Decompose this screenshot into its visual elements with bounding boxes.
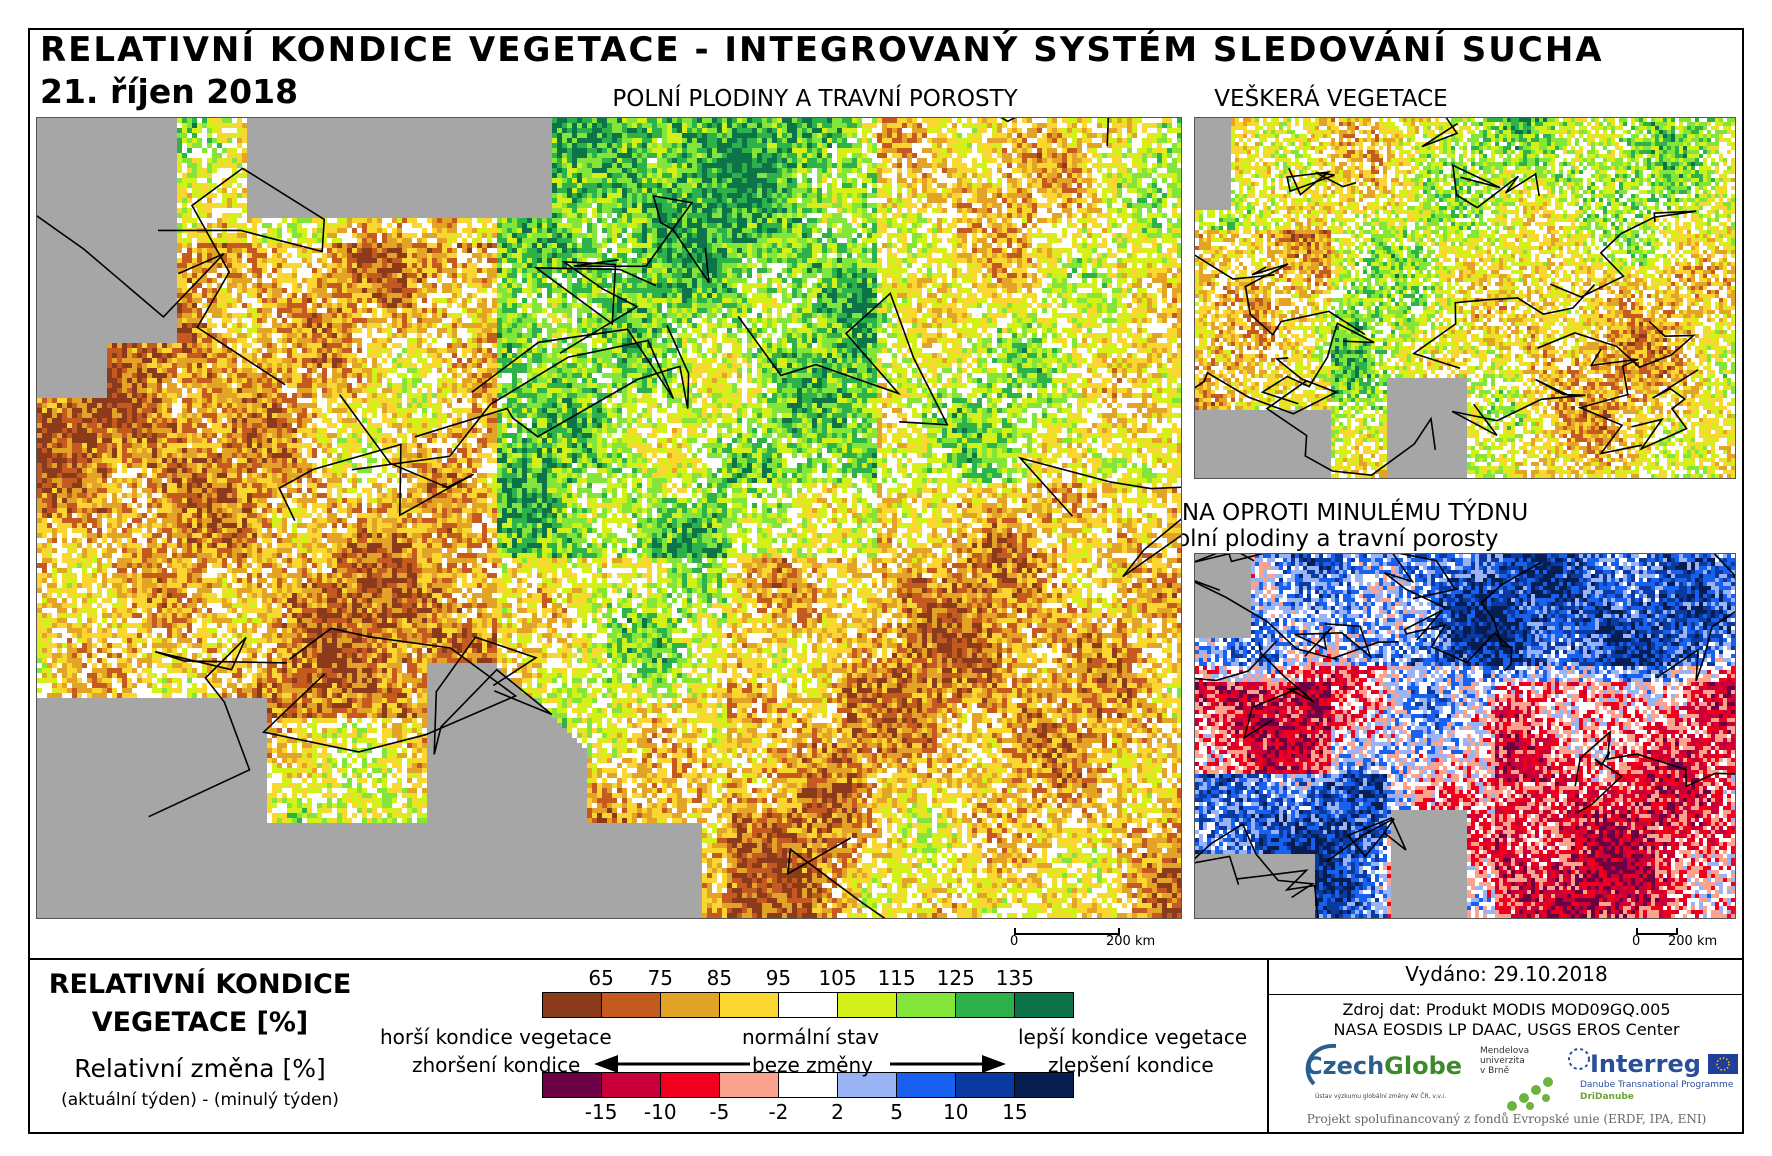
- colorbar-segment: [661, 993, 720, 1017]
- mendel-logo: Mendelova univerzita v Brně: [1480, 1046, 1529, 1076]
- colorbar-segment: [543, 993, 602, 1017]
- colorbar-tick-label: 105: [818, 966, 856, 990]
- colorbar-tick-label: -2: [768, 1100, 788, 1124]
- worse-condition-label: horší kondice vegetace: [380, 1025, 612, 1049]
- legend-change-formula: (aktuální týden) - (minulý týden): [40, 1090, 360, 1110]
- colorbar-segment: [956, 1073, 1015, 1097]
- interreg-project: DriDanube: [1580, 1092, 1634, 1102]
- top-right-map-label: VEŠKERÁ VEGETACE: [1196, 86, 1466, 112]
- improvement-label: zlepšení kondice: [1048, 1053, 1214, 1077]
- colorbar-tick-label: 75: [647, 966, 672, 990]
- main-map-label: POLNÍ PLODINY A TRAVNÍ POROSTY: [610, 86, 1020, 112]
- colorbar-segment: [661, 1073, 720, 1097]
- weekly-change-map: [1194, 553, 1736, 919]
- czechglobe-logo-b: Globe: [1384, 1052, 1462, 1080]
- colorbar-segment: [838, 993, 897, 1017]
- mendel-line3: v Brně: [1480, 1066, 1529, 1076]
- colorbar-tick-label: 115: [878, 966, 916, 990]
- right-arrow-icon: [890, 1055, 1006, 1073]
- data-source-line2: NASA EOSDIS LP DAAC, USGS EROS Center: [1269, 1020, 1744, 1040]
- colorbar-segment: [720, 993, 779, 1017]
- colorbar-tick-label: 125: [937, 966, 975, 990]
- legend-arrows: [590, 1052, 1010, 1076]
- colorbar-tick-label: -5: [709, 1100, 729, 1124]
- colorbar-tick-label: 5: [890, 1100, 903, 1124]
- funding-footer: Projekt spolufinancovaný z fondů Evropsk…: [1269, 1112, 1744, 1126]
- issued-divider: [1267, 994, 1744, 995]
- colorbar-segment: [779, 993, 838, 1017]
- legend-title-line1: RELATIVNÍ KONDICE: [40, 966, 360, 1004]
- colorbar-tick-label: 95: [766, 966, 791, 990]
- left-arrow-icon: [594, 1055, 750, 1073]
- data-source: Zdroj dat: Produkt MODIS MOD09GQ.005 NAS…: [1269, 1000, 1744, 1040]
- main-vegetation-map: [36, 117, 1182, 919]
- colorbar-tick-label: 10: [943, 1100, 968, 1124]
- all-vegetation-raster: [1195, 118, 1735, 478]
- mendel-line2: univerzita: [1480, 1056, 1529, 1066]
- legend-divider: [28, 958, 1744, 960]
- main-map-raster: [37, 118, 1181, 918]
- scalebar-distance-right: 200 km: [1668, 934, 1717, 949]
- condition-colorbar: [542, 992, 1074, 1018]
- better-condition-label: lepší kondice vegetace: [1018, 1025, 1247, 1049]
- normal-state-label: normální stav: [742, 1025, 879, 1049]
- colorbar-segment: [602, 993, 661, 1017]
- colorbar-tick-label: -15: [585, 1100, 618, 1124]
- colorbar-tick-label: 2: [831, 1100, 844, 1124]
- colorbar-segment: [897, 993, 956, 1017]
- czechglobe-sub: Ústav výzkumu globální změny AV ČR, v.v.…: [1315, 1093, 1446, 1100]
- issue-date: 21. říjen 2018: [40, 72, 298, 111]
- eu-flag-icon: [1708, 1054, 1738, 1074]
- legend-change-title: Relativní změna [%]: [40, 1054, 360, 1083]
- interreg-logo: Interreg: [1590, 1050, 1701, 1078]
- page-title: RELATIVNÍ KONDICE VEGETACE - INTEGROVANÝ…: [40, 30, 1604, 70]
- colorbar-tick-label: 135: [996, 966, 1034, 990]
- colorbar-segment: [1015, 993, 1073, 1017]
- legend-title: RELATIVNÍ KONDICE VEGETACE [%]: [40, 966, 360, 1042]
- legend-title-line2: VEGETACE [%]: [40, 1004, 360, 1042]
- colorbar-tick-label: 85: [707, 966, 732, 990]
- scalebar-zero: 0: [1010, 934, 1018, 949]
- scalebar-distance: 200 km: [1106, 934, 1155, 949]
- mendel-dots-icon: [1500, 1076, 1560, 1112]
- weekly-change-raster: [1195, 554, 1735, 918]
- interreg-sub: Danube Transnational Programme: [1580, 1080, 1733, 1090]
- scalebar-zero-right: 0: [1632, 934, 1640, 949]
- interreg-star-icon: [1566, 1046, 1592, 1072]
- data-source-line1: Zdroj dat: Produkt MODIS MOD09GQ.005: [1269, 1000, 1744, 1020]
- colorbar-segment: [602, 1073, 661, 1097]
- mendel-line1: Mendelova: [1480, 1046, 1529, 1056]
- all-vegetation-map: [1194, 117, 1736, 479]
- issued-date: Vydáno: 29.10.2018: [1269, 962, 1744, 986]
- czechglobe-logo: CzechGlobe: [1305, 1052, 1462, 1080]
- deterioration-label: zhoršení kondice: [412, 1053, 580, 1077]
- colorbar-segment: [956, 993, 1015, 1017]
- colorbar-tick-label: 15: [1002, 1100, 1027, 1124]
- czechglobe-logo-a: Czech: [1305, 1052, 1384, 1080]
- colorbar-segment: [897, 1073, 956, 1097]
- colorbar-tick-label: 65: [588, 966, 613, 990]
- colorbar-tick-label: -10: [644, 1100, 677, 1124]
